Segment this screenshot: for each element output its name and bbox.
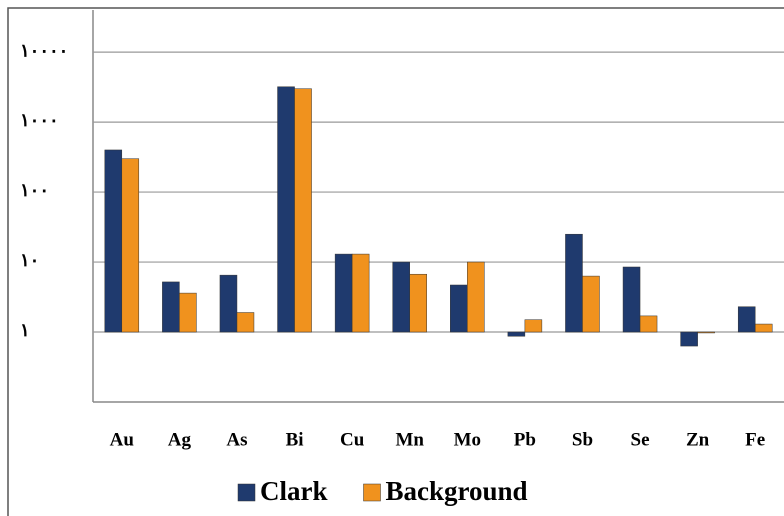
bar — [754, 323, 773, 333]
legend-label: Clark — [260, 476, 328, 506]
bar — [121, 158, 140, 333]
bar — [639, 315, 658, 333]
y-tick-label: ١٠٠٠٠ — [20, 40, 68, 60]
bar — [697, 331, 715, 334]
x-tick-label: As — [226, 429, 247, 450]
bar — [294, 88, 312, 333]
x-tick-label: Au — [110, 429, 135, 450]
x-tick-label: Fe — [745, 429, 765, 450]
legend-swatch — [363, 483, 381, 502]
x-tick-label: Cu — [340, 429, 365, 450]
x-tick-label: Mo — [454, 429, 481, 450]
bar — [179, 292, 197, 333]
x-tick-label: Pb — [514, 429, 536, 450]
x-tick-label: Ag — [168, 429, 192, 450]
x-tick-label: Bi — [286, 429, 304, 450]
bar — [737, 306, 756, 333]
bar — [622, 266, 641, 333]
legend-swatch — [237, 483, 256, 502]
bar — [351, 253, 370, 333]
bar — [582, 275, 600, 333]
bar — [680, 331, 698, 347]
bar — [507, 331, 526, 337]
legend-label: Background — [386, 476, 528, 506]
bar — [524, 319, 543, 333]
x-tick-label: Se — [631, 429, 650, 450]
x-tick-label: Zn — [686, 429, 710, 450]
bar — [334, 253, 353, 333]
bar — [392, 261, 410, 333]
bar — [277, 86, 295, 333]
bar — [162, 281, 180, 333]
bar — [104, 149, 123, 333]
bar — [565, 233, 583, 333]
bar — [219, 274, 238, 333]
x-tick-label: Mn — [395, 429, 424, 450]
x-tick-label: Sb — [572, 429, 593, 450]
y-tick-label: ١٠٠ — [20, 180, 49, 200]
bar — [236, 312, 255, 333]
bar — [450, 284, 468, 333]
bar — [409, 273, 427, 333]
y-tick-label: ١٠٠٠ — [20, 110, 59, 130]
y-tick-label: ١٠ — [20, 250, 39, 270]
y-tick-label: ١ — [20, 320, 30, 340]
bar — [467, 261, 485, 333]
